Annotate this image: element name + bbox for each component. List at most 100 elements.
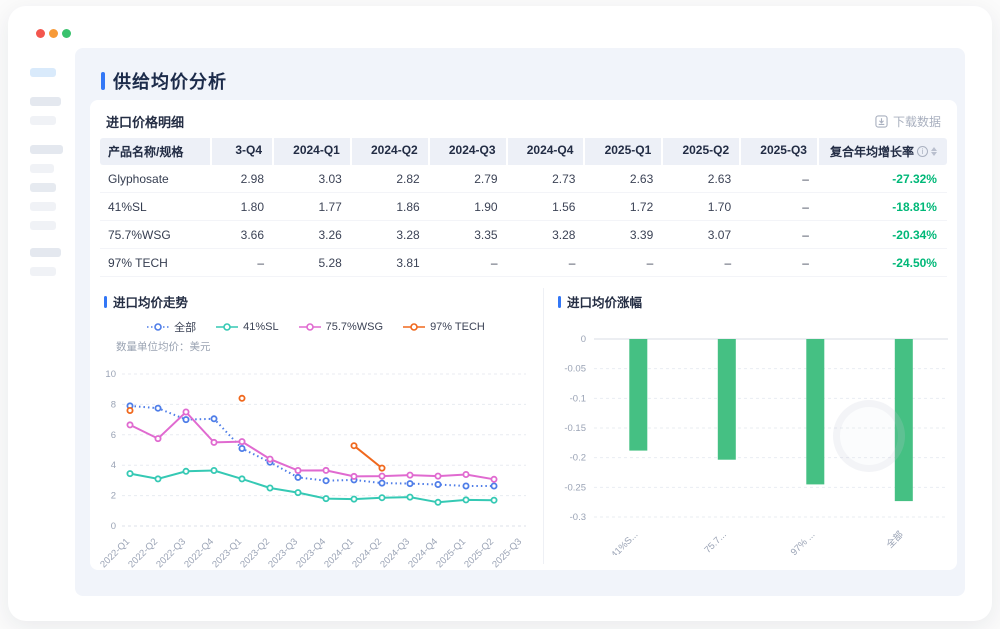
svg-text:2023-Q2: 2023-Q2 [238,536,272,570]
svg-text:-0.25: -0.25 [564,482,586,493]
column-header[interactable]: 2025-Q2 [663,138,742,165]
price-cell: 2.63 [585,165,664,193]
price-cell: 3.28 [507,221,586,249]
svg-text:75.7...: 75.7... [702,529,728,555]
close-window-icon[interactable] [36,29,45,38]
column-header[interactable]: 3-Q4 [212,138,274,165]
product-name-cell: Glyphosate [100,165,212,193]
line-chart-legend: 全部 41%SL 75.7%WSG 97% TECH [90,319,542,335]
price-cell: 3.26 [274,221,352,249]
svg-text:2024-Q3: 2024-Q3 [378,536,412,570]
bar-chart[interactable]: 0 -0.05 -0.1 -0.15 -0.2 -0.25 -0.3 41%S... 75.7.… [548,325,957,561]
svg-text:2024-Q1: 2024-Q1 [322,536,356,570]
column-header[interactable]: 2024-Q4 [507,138,586,165]
legend-marker-icon [216,323,239,331]
download-icon [875,114,888,128]
info-icon[interactable]: i [916,146,928,157]
price-cell: 1.56 [507,193,586,221]
svg-text:2022-Q1: 2022-Q1 [98,536,132,570]
price-cell: 2.82 [351,165,430,193]
svg-text:4: 4 [111,460,116,471]
svg-text:2: 2 [111,491,116,502]
price-cell: 2.73 [507,165,586,193]
price-cell: – [741,249,819,277]
svg-text:-0.1: -0.1 [570,393,586,404]
product-name-cell: 41%SL [100,193,212,221]
sidebar-skeleton-bar [30,221,56,230]
watermark-logo [833,400,905,472]
price-cell: 3.39 [585,221,664,249]
legend-item-75.7%WSG[interactable]: 75.7%WSG [298,319,383,335]
svg-text:-0.15: -0.15 [564,423,586,434]
bar [806,339,825,485]
sidebar-skeleton-bar [30,145,63,154]
minimize-window-icon[interactable] [49,29,58,38]
content-panel: 供给均价分析 进口价格明细 下载数据 产品名称/规格 3-Q4 2024-Q1 202… [75,48,965,596]
sidebar-skeleton-bar [30,116,56,125]
price-cell: – [741,193,819,221]
bar [629,339,648,451]
svg-text:2022-Q3: 2022-Q3 [154,536,188,570]
price-cell: – [663,249,742,277]
window-controls [36,29,71,38]
price-cell: 5.28 [274,249,352,277]
cagr-cell: -18.81% [818,193,947,221]
svg-text:0: 0 [111,521,116,532]
app-window: 供给均价分析 进口价格明细 下载数据 产品名称/规格 3-Q4 2024-Q1 202… [8,6,992,621]
sidebar-skeleton [30,68,76,286]
column-header[interactable]: 2024-Q1 [274,138,352,165]
svg-text:10: 10 [105,369,116,380]
svg-text:8: 8 [111,399,116,410]
line-chart-title: 进口均价走势 [104,292,542,311]
table-row[interactable]: 41%SL 1.80 1.77 1.86 1.90 1.56 1.72 1.70– -18.81… [100,193,947,221]
analysis-card: 进口价格明细 下载数据 产品名称/规格 3-Q4 2024-Q1 2024-Q2 202… [90,100,957,570]
download-data-button[interactable]: 下载数据 [875,113,941,130]
cagr-cell: -20.34% [818,221,947,249]
table-section-title: 进口价格明细 [106,114,185,130]
svg-text:2023-Q3: 2023-Q3 [266,536,300,570]
product-name-cell: 97% TECH [100,249,212,277]
price-cell: 2.98 [212,165,274,193]
page-title: 供给均价分析 [101,68,227,94]
table-row[interactable]: Glyphosate 2.98 3.03 2.82 2.79 2.73 2.63 2.63– -… [100,165,947,193]
column-header[interactable]: 2025-Q3 [741,138,819,165]
column-header-cagr[interactable]: 复合年均增长率 i [818,138,947,165]
price-cell: 3.28 [351,221,430,249]
svg-text:6: 6 [111,430,116,441]
legend-item-97% TECH[interactable]: 97% TECH [403,319,485,335]
price-cell: – [741,165,819,193]
price-cell: 3.07 [663,221,742,249]
legend-item-41%SL[interactable]: 41%SL [216,319,279,335]
svg-text:-0.05: -0.05 [564,364,586,375]
sidebar-skeleton-bar [30,164,54,173]
price-cell: 2.79 [429,165,508,193]
import-price-table: 产品名称/规格 3-Q4 2024-Q1 2024-Q2 2024-Q3 2024-Q4 2… [100,138,947,277]
price-cell: 3.66 [212,221,274,249]
column-header[interactable]: 产品名称/规格 [100,138,212,165]
maximize-window-icon[interactable] [62,29,71,38]
price-cell: 3.81 [351,249,430,277]
table-row[interactable]: 97% TECH –5.28 3.81– – – – – -24.50% [100,249,947,277]
line-chart-section: 进口均价走势 全部 41%SL 75.7%WSG 97% TECH [90,288,542,570]
table-row[interactable]: 75.7%WSG 3.66 3.26 3.28 3.35 3.28 3.39 3.07– -20… [100,221,947,249]
column-header[interactable]: 2024-Q2 [351,138,430,165]
line-chart[interactable]: 0 2 4 6 8 10 2022-Q1 2022-Q2 2022-Q3 2022-Q4 2023-… [94,354,542,587]
sidebar-skeleton-bar [30,202,56,211]
price-cell: 3.35 [429,221,508,249]
sidebar-skeleton-bar [30,97,61,106]
product-name-cell: 75.7%WSG [100,221,212,249]
price-cell: 1.90 [429,193,508,221]
column-header[interactable]: 2025-Q1 [585,138,664,165]
legend-item-全部[interactable]: 全部 [147,319,196,335]
legend-marker-icon [147,323,170,331]
price-cell: 1.70 [663,193,742,221]
svg-text:全部: 全部 [884,529,906,551]
price-cell: 1.72 [585,193,664,221]
svg-text:-0.3: -0.3 [570,512,586,523]
price-cell: 1.77 [274,193,352,221]
cagr-cell: -24.50% [818,249,947,277]
sort-icon[interactable] [930,147,937,156]
column-header[interactable]: 2024-Q3 [429,138,508,165]
sidebar-skeleton-bar [30,68,56,77]
price-cell: 1.80 [212,193,274,221]
